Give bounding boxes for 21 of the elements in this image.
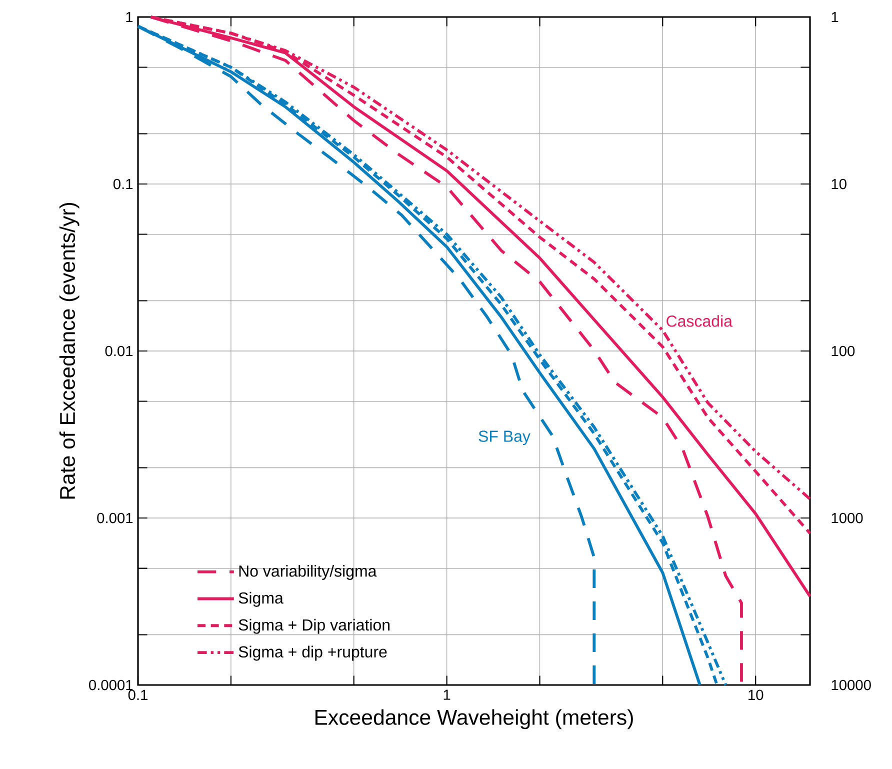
text: 1 [832, 12, 838, 22]
legend-label: No variability/sigma [239, 565, 377, 580]
y-tick-label: 1 [126, 12, 133, 22]
text: 10000 [832, 680, 871, 690]
text: 10 [832, 178, 846, 190]
legend-label: Sigma + Dip variation [238, 618, 390, 634]
y-axis-title: Rate of Exceedance (events/yr) [59, 202, 80, 499]
annotation: Cascadia [666, 315, 732, 327]
y-tick-label: 0.01 [105, 346, 133, 356]
x-tick-label: 0.1 [128, 690, 148, 700]
y-tick-label: 0.1 [113, 178, 133, 190]
y-tick-label: 0.001 [97, 512, 133, 524]
legend-label: Sigma [238, 592, 284, 607]
text: 100 [832, 346, 855, 356]
x-tick-label: 1 [444, 690, 450, 700]
x-tick-label: 10 [748, 690, 764, 700]
x-axis-title: Exceedance Waveheight (meters) [315, 709, 633, 730]
text: 1000 [832, 512, 863, 524]
y-tick-label: 0.0001 [88, 680, 133, 690]
legend-label: Sigma + dip +rupture [238, 646, 387, 661]
annotation: SF Bay [478, 430, 530, 446]
